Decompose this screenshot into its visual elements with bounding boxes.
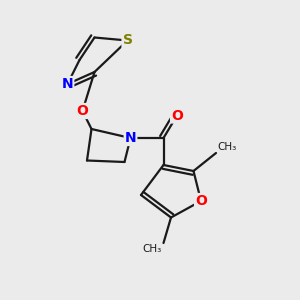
Text: CH₃: CH₃ — [143, 244, 162, 254]
Text: O: O — [171, 109, 183, 122]
Text: O: O — [76, 104, 88, 118]
Text: N: N — [62, 77, 73, 91]
Text: S: S — [122, 34, 133, 47]
Text: O: O — [195, 194, 207, 208]
Text: CH₃: CH₃ — [218, 142, 237, 152]
Text: N: N — [125, 131, 136, 145]
